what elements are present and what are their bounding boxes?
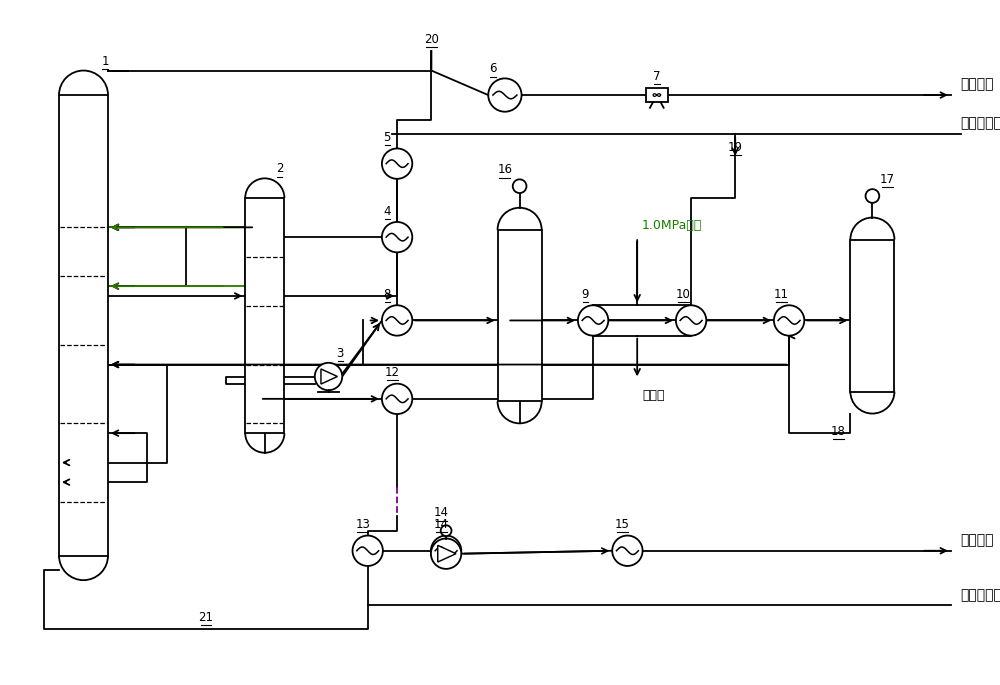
Text: 9: 9 xyxy=(582,288,589,301)
Text: 17: 17 xyxy=(880,173,895,186)
Bar xyxy=(498,229,542,401)
Text: 14: 14 xyxy=(434,518,449,531)
Bar xyxy=(646,88,668,102)
Circle shape xyxy=(382,306,412,336)
Text: 12: 12 xyxy=(385,366,400,379)
Text: 21: 21 xyxy=(198,611,214,624)
Text: 5: 5 xyxy=(384,131,391,144)
Text: 1: 1 xyxy=(101,55,109,68)
Circle shape xyxy=(676,306,706,336)
Text: 1.0MPa蔮汽: 1.0MPa蔮汽 xyxy=(642,219,702,232)
Text: 柴油输出: 柴油输出 xyxy=(961,77,994,91)
Text: 11: 11 xyxy=(774,288,789,301)
Circle shape xyxy=(431,538,461,569)
Circle shape xyxy=(315,363,342,390)
Circle shape xyxy=(441,525,451,536)
Text: 凝结水: 凝结水 xyxy=(642,389,665,402)
Circle shape xyxy=(382,384,412,414)
Polygon shape xyxy=(321,369,337,384)
Text: 14: 14 xyxy=(434,506,449,519)
Circle shape xyxy=(382,222,412,252)
Circle shape xyxy=(431,536,461,566)
Polygon shape xyxy=(438,545,456,562)
Text: 原料油输入反应器: 原料油输入反应器 xyxy=(961,588,1000,603)
Bar xyxy=(850,240,894,392)
Text: 20: 20 xyxy=(424,33,439,46)
Circle shape xyxy=(488,78,522,112)
Text: 油浆输出: 油浆输出 xyxy=(961,533,994,547)
Text: 2: 2 xyxy=(276,162,283,175)
Circle shape xyxy=(382,149,412,179)
Text: 6: 6 xyxy=(489,62,497,75)
Text: 15: 15 xyxy=(615,518,630,531)
Text: 18: 18 xyxy=(831,425,846,438)
Circle shape xyxy=(866,189,879,203)
Text: 10: 10 xyxy=(676,288,691,301)
Text: 7: 7 xyxy=(653,70,661,83)
Circle shape xyxy=(774,306,804,336)
Text: 16: 16 xyxy=(497,164,512,177)
Text: 原料油进入: 原料油进入 xyxy=(961,116,1000,130)
Bar xyxy=(245,198,284,433)
Text: 13: 13 xyxy=(355,518,370,531)
Text: 4: 4 xyxy=(384,205,391,218)
Bar xyxy=(59,95,108,556)
Circle shape xyxy=(513,179,526,193)
Circle shape xyxy=(612,536,643,566)
Circle shape xyxy=(353,536,383,566)
Text: 8: 8 xyxy=(384,288,391,301)
Text: 19: 19 xyxy=(728,141,743,154)
Circle shape xyxy=(578,306,608,336)
Text: 3: 3 xyxy=(337,347,344,360)
